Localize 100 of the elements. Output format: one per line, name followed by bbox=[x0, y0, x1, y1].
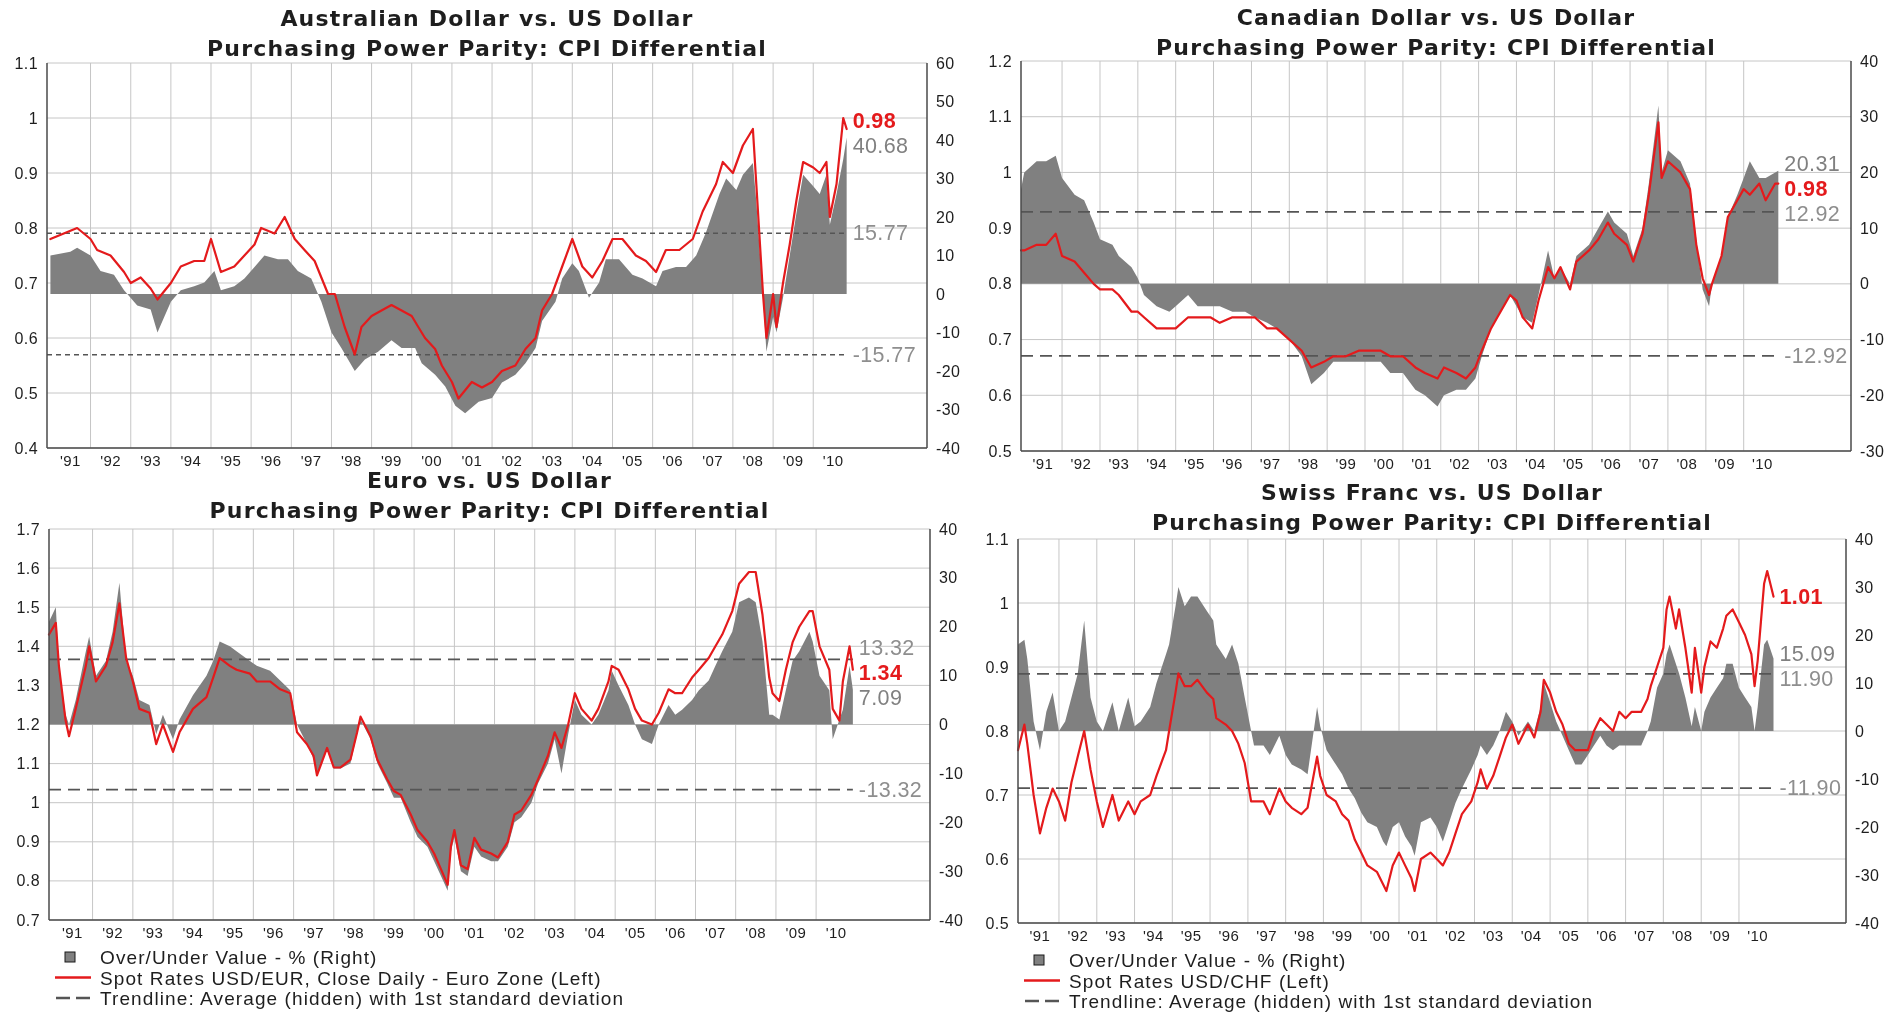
x-tick-label: '04 bbox=[581, 451, 603, 469]
x-tick-label: '91 bbox=[59, 451, 81, 469]
y-tick-label: 1 bbox=[1002, 163, 1012, 181]
y2-tick-label: -10 bbox=[939, 764, 964, 782]
x-tick-label: '91 bbox=[61, 923, 83, 941]
x-tick-label: '01 bbox=[1407, 926, 1429, 944]
x-tick-label: '01 bbox=[461, 451, 483, 469]
y-tick-label: 0.8 bbox=[14, 219, 38, 237]
ref-line-label: 11.90 bbox=[1779, 666, 1834, 691]
x-tick-label: '91 bbox=[1032, 454, 1054, 472]
chart-subtitle: Purchasing Power Parity: CPI Differential bbox=[206, 35, 768, 61]
x-tick-label: '00 bbox=[423, 923, 445, 941]
x-tick-label: '94 bbox=[180, 451, 202, 469]
chart-title: Euro vs. US Dollar bbox=[367, 467, 612, 493]
y2-tick-label: 20 bbox=[939, 618, 958, 636]
x-tick-label: '97 bbox=[300, 451, 322, 469]
data-label: 15.09 bbox=[1779, 641, 1836, 666]
y-tick-label: 1.2 bbox=[16, 716, 40, 733]
y-tick-label: 0.5 bbox=[985, 914, 1009, 932]
y-tick-label: 1.1 bbox=[14, 54, 38, 72]
y2-tick-label: -10 bbox=[1855, 770, 1880, 788]
data-label: 1.34 bbox=[858, 661, 903, 685]
chart-title: Australian Dollar vs. US Dollar bbox=[280, 5, 694, 31]
x-tick-label: '03 bbox=[544, 923, 566, 941]
x-tick-label: '05 bbox=[1562, 454, 1584, 472]
x-tick-label: '06 bbox=[664, 923, 686, 941]
y-tick-label: 0.9 bbox=[988, 219, 1012, 237]
x-tick-label: '98 bbox=[1297, 454, 1319, 472]
data-label: 1.01 bbox=[1779, 584, 1823, 609]
x-tick-label: '01 bbox=[1411, 454, 1433, 472]
y2-tick-label: 10 bbox=[936, 247, 955, 264]
y2-tick-label: 30 bbox=[939, 569, 958, 587]
x-tick-label: '00 bbox=[1369, 926, 1391, 944]
ref-line-label: -13.32 bbox=[858, 777, 923, 802]
y-tick-label: 0.6 bbox=[985, 850, 1009, 868]
y-tick-label: 0.9 bbox=[985, 658, 1009, 676]
y2-tick-label: 20 bbox=[1855, 626, 1874, 644]
x-tick-label: '07 bbox=[702, 451, 724, 469]
y-tick-label: 0.6 bbox=[14, 329, 38, 347]
y2-tick-label: -40 bbox=[939, 911, 964, 929]
x-tick-label: '93 bbox=[1108, 454, 1130, 472]
ref-line-label: 12.92 bbox=[1784, 201, 1841, 226]
ref-line-label: 15.77 bbox=[852, 221, 909, 246]
x-tick-label: '92 bbox=[102, 923, 123, 941]
x-tick-label: '03 bbox=[1487, 454, 1508, 472]
x-tick-label: '99 bbox=[1331, 926, 1353, 944]
x-tick-label: '08 bbox=[745, 923, 767, 941]
x-tick-label: '03 bbox=[541, 451, 563, 469]
y-tick-label: 0.7 bbox=[16, 911, 40, 929]
x-tick-label: '08 bbox=[1671, 926, 1693, 944]
x-tick-label: '96 bbox=[1222, 454, 1243, 472]
y-tick-label: 0.8 bbox=[16, 872, 40, 890]
x-tick-label: '98 bbox=[1294, 926, 1315, 944]
x-tick-label: '07 bbox=[1638, 454, 1660, 472]
x-tick-label: '96 bbox=[1218, 926, 1240, 944]
data-label: 7.09 bbox=[858, 686, 903, 710]
y-tick-label: 1 bbox=[999, 594, 1009, 612]
y-tick-label: 0.8 bbox=[985, 722, 1009, 740]
y-tick-label: 1.4 bbox=[16, 637, 40, 655]
y-tick-label: 0.7 bbox=[14, 274, 38, 292]
y2-tick-label: 20 bbox=[936, 208, 955, 226]
y-tick-label: 0.7 bbox=[988, 331, 1012, 349]
y2-tick-label: -20 bbox=[1860, 386, 1885, 404]
x-tick-label: '94 bbox=[1142, 926, 1164, 944]
y2-tick-label: 40 bbox=[939, 520, 958, 538]
line-series bbox=[1016, 569, 1775, 893]
y-tick-label: 1.6 bbox=[16, 559, 40, 577]
x-tick-label: '98 bbox=[343, 923, 365, 941]
x-tick-label: '92 bbox=[1067, 926, 1089, 944]
chart-title: Canadian Dollar vs. US Dollar bbox=[1236, 4, 1636, 30]
y-tick-label: 0.5 bbox=[988, 442, 1012, 460]
x-tick-label: '05 bbox=[1558, 926, 1580, 944]
chart-title: Swiss Franc vs. US Dollar bbox=[1260, 479, 1604, 505]
data-label: 40.68 bbox=[852, 133, 909, 158]
y-tick-label: 1.1 bbox=[16, 755, 40, 773]
data-label: 0.98 bbox=[1784, 176, 1828, 201]
x-tick-label: '07 bbox=[1633, 926, 1655, 944]
y2-tick-label: -10 bbox=[936, 324, 961, 341]
y-tick-label: 0.6 bbox=[988, 386, 1012, 404]
x-tick-label: '97 bbox=[1259, 454, 1281, 472]
x-tick-label: '97 bbox=[1256, 926, 1277, 944]
x-tick-label: '10 bbox=[825, 923, 847, 941]
x-tick-label: '04 bbox=[584, 923, 606, 941]
x-tick-label: '98 bbox=[340, 451, 362, 469]
legend-label: Over/Under Value - % (Right) bbox=[100, 946, 378, 968]
ref-line-label: -12.92 bbox=[1784, 343, 1848, 368]
x-tick-label: '03 bbox=[1482, 926, 1504, 944]
y2-tick-label: 10 bbox=[1855, 674, 1874, 692]
data-label: 0.98 bbox=[852, 108, 897, 133]
x-tick-label: '05 bbox=[622, 451, 643, 469]
x-tick-label: '93 bbox=[142, 923, 164, 941]
x-tick-label: '95 bbox=[1180, 926, 1202, 944]
y-tick-label: 0.9 bbox=[14, 164, 38, 182]
x-tick-label: '08 bbox=[742, 451, 764, 469]
y-tick-label: 1.1 bbox=[985, 530, 1009, 548]
x-tick-label: '94 bbox=[1146, 454, 1167, 472]
y2-tick-label: 30 bbox=[1855, 578, 1874, 596]
x-tick-label: '09 bbox=[782, 451, 804, 469]
x-tick-label: '95 bbox=[1184, 454, 1205, 472]
y-tick-label: 0.7 bbox=[985, 786, 1009, 804]
